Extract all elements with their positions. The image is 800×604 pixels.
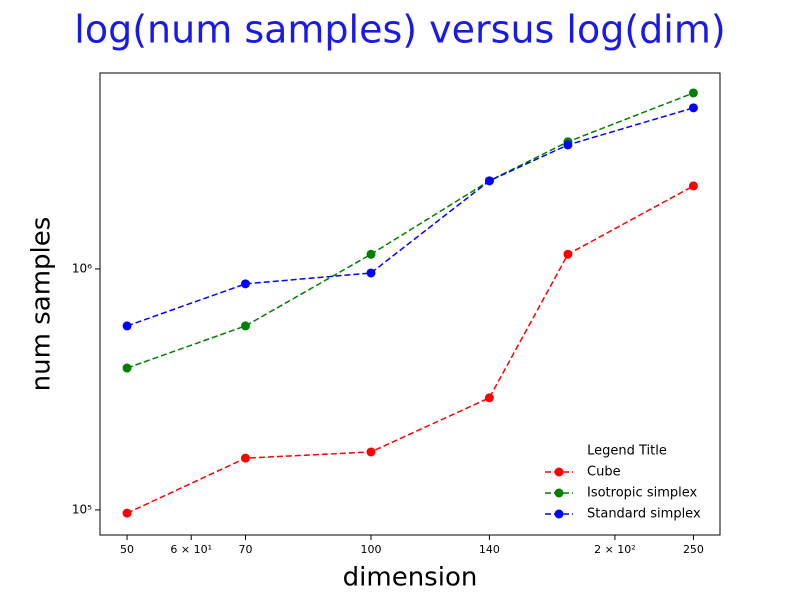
- data-point: [122, 363, 132, 373]
- data-point: [484, 393, 494, 403]
- data-point: [240, 279, 250, 289]
- y-axis-label: num samples: [27, 217, 57, 392]
- data-point: [366, 447, 376, 457]
- chart-title: log(num samples) versus log(dim): [74, 8, 725, 52]
- series-line: [126, 92, 694, 369]
- x-tick-label: 50: [120, 543, 134, 556]
- legend-label: Isotropic simplex: [587, 486, 697, 501]
- series-line: [126, 107, 694, 327]
- data-point: [122, 508, 132, 518]
- x-tick-label: 2 × 10²: [594, 543, 636, 556]
- x-tick-label: 140: [479, 543, 500, 556]
- y-tick-label: 10⁵: [72, 502, 92, 516]
- x-tick-label: 250: [683, 543, 704, 556]
- data-point: [688, 181, 698, 191]
- data-point: [484, 176, 494, 186]
- data-point: [688, 88, 698, 98]
- data-point: [240, 453, 250, 463]
- data-point: [366, 249, 376, 259]
- legend-marker: [554, 467, 564, 477]
- plot-frame: [99, 72, 721, 536]
- series-line: [126, 185, 694, 514]
- data-point: [688, 103, 698, 113]
- x-tick-label: 70: [238, 543, 252, 556]
- data-point: [240, 321, 250, 331]
- x-axis-label: dimension: [343, 563, 478, 593]
- legend-marker: [554, 509, 564, 519]
- legend-title: Legend Title: [587, 444, 667, 459]
- data-point: [122, 321, 132, 331]
- legend-label: Cube: [587, 465, 621, 480]
- x-tick-label: 100: [360, 543, 381, 556]
- legend-marker: [554, 488, 564, 498]
- x-tick-label: 6 × 10¹: [170, 543, 212, 556]
- data-point: [366, 268, 376, 278]
- y-tick-label: 10⁶: [72, 261, 92, 275]
- legend-label: Standard simplex: [587, 507, 701, 522]
- data-point: [563, 140, 573, 150]
- data-point: [563, 249, 573, 259]
